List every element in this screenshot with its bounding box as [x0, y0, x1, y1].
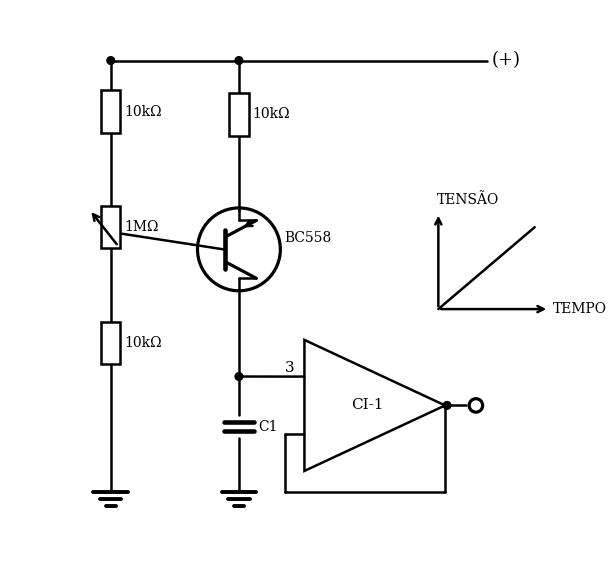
Text: CI-1: CI-1 — [351, 398, 384, 413]
Bar — [101, 206, 120, 249]
Circle shape — [107, 56, 115, 64]
Text: 10kΩ: 10kΩ — [124, 104, 162, 119]
Bar — [229, 93, 248, 136]
Text: TEMPO: TEMPO — [553, 302, 607, 316]
Text: 3: 3 — [285, 361, 295, 374]
Text: 1MΩ: 1MΩ — [124, 220, 159, 234]
Bar — [101, 321, 120, 364]
Text: BC558: BC558 — [284, 231, 332, 245]
Circle shape — [443, 402, 451, 409]
Text: C1: C1 — [258, 420, 278, 434]
Circle shape — [235, 373, 243, 380]
Text: 10kΩ: 10kΩ — [253, 108, 290, 121]
Text: (+): (+) — [492, 51, 520, 70]
Bar — [101, 91, 120, 133]
Text: TENSÃO: TENSÃO — [436, 193, 498, 207]
Text: 10kΩ: 10kΩ — [124, 336, 162, 350]
Circle shape — [235, 56, 243, 64]
